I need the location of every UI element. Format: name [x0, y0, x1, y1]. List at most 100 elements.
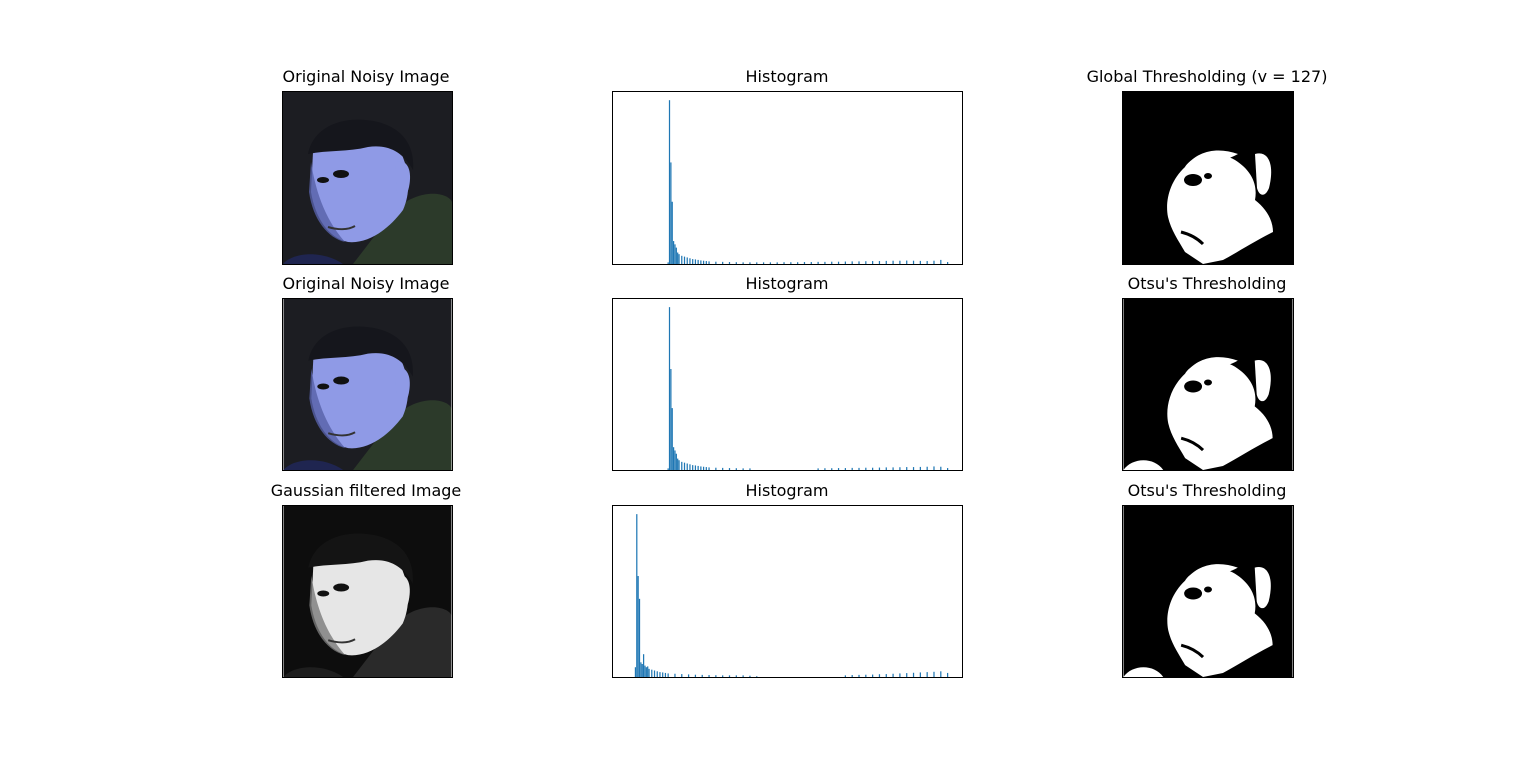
histogram-bar — [933, 261, 934, 264]
histogram-bar — [886, 261, 887, 264]
photo-eye — [333, 584, 349, 592]
histogram-title: Histogram — [746, 68, 829, 86]
threshold-title: Otsu's Thresholding — [1128, 275, 1287, 293]
histogram-bar — [886, 674, 887, 677]
threshold-photo — [1123, 92, 1293, 264]
threshold-photo — [1123, 506, 1293, 677]
threshold-title: Global Thresholding (v = 127) — [1087, 68, 1328, 86]
threshold-eye — [1184, 588, 1202, 600]
photo-eye — [317, 177, 329, 183]
histogram-bar — [729, 468, 730, 470]
histogram-bar — [865, 468, 866, 470]
histogram-bar — [708, 467, 709, 470]
histogram-bar — [879, 261, 880, 264]
histogram-bar — [913, 467, 914, 470]
histogram-bar — [689, 258, 690, 264]
histogram-bar — [831, 262, 832, 264]
histogram-bar — [657, 671, 658, 677]
filtered-photo — [283, 506, 452, 677]
histogram-bar — [845, 675, 846, 677]
noisy-image-panel — [282, 298, 453, 471]
histogram-bar — [933, 672, 934, 677]
histogram-bar — [743, 468, 744, 470]
histogram-bar — [790, 262, 791, 264]
histogram-bar — [783, 262, 784, 264]
histogram-bar — [698, 466, 699, 470]
histogram-bar — [695, 465, 696, 470]
threshold-eye — [1184, 381, 1202, 393]
image-title: Gaussian filtered Image — [271, 482, 462, 500]
histogram-bar — [670, 162, 671, 264]
histogram-bar — [817, 468, 818, 470]
histogram-bar — [817, 262, 818, 264]
histogram-panel — [612, 91, 963, 265]
threshold-eye — [1204, 173, 1212, 179]
histogram-bar — [865, 675, 866, 677]
histogram-bar — [681, 462, 682, 470]
histogram-bar — [736, 262, 737, 264]
histogram-bar — [824, 468, 825, 470]
image-title: Original Noisy Image — [283, 68, 450, 86]
histogram-bar — [940, 467, 941, 470]
histogram-bar — [642, 664, 643, 677]
histogram-bar — [831, 468, 832, 470]
photo-eye — [333, 170, 349, 178]
noisy-photo — [283, 299, 452, 470]
histogram-bar — [703, 261, 704, 264]
histogram-bar — [858, 675, 859, 677]
histogram-bar — [722, 262, 723, 264]
histogram-bar — [927, 261, 928, 264]
histogram-bar — [749, 676, 750, 677]
histogram-bar — [886, 467, 887, 470]
histogram-bar — [763, 262, 764, 264]
histogram-bar — [669, 307, 670, 470]
histogram-bar — [858, 261, 859, 264]
histogram-panel — [612, 298, 963, 471]
histogram-bar — [906, 261, 907, 264]
histogram-bar — [947, 468, 948, 470]
histogram-bar — [706, 467, 707, 470]
histogram-bar — [913, 261, 914, 264]
histogram-bar — [749, 468, 750, 470]
histogram-bar — [672, 408, 673, 470]
histogram-bar — [940, 671, 941, 677]
histogram-bar — [940, 260, 941, 264]
histogram-bar — [879, 468, 880, 470]
histogram-bar — [639, 599, 640, 677]
histogram-bar — [673, 241, 674, 264]
filtered-image-panel — [282, 505, 453, 678]
histogram-bar — [644, 666, 645, 677]
histogram-bar — [770, 262, 771, 264]
noisy-image-panel — [282, 91, 453, 265]
histogram-bar — [689, 464, 690, 470]
histogram-bar — [646, 667, 647, 677]
histogram-bar — [692, 465, 693, 470]
photo-eye — [317, 384, 329, 390]
histogram-plot — [613, 299, 962, 470]
histogram-bar — [872, 675, 873, 677]
histogram-bar — [797, 262, 798, 264]
histogram-bar — [677, 459, 678, 470]
histogram-bar — [640, 662, 641, 677]
histogram-bar — [736, 468, 737, 470]
histogram-bar — [638, 576, 639, 677]
noisy-photo — [283, 92, 452, 264]
histogram-bar — [648, 669, 649, 677]
histogram-bar — [668, 673, 669, 677]
histogram-bar — [879, 674, 880, 677]
histogram-bar — [756, 676, 757, 677]
histogram-bar — [858, 468, 859, 470]
histogram-bar — [872, 468, 873, 470]
histogram-bar — [708, 261, 709, 264]
threshold-image-panel — [1122, 505, 1294, 678]
histogram-bar — [715, 675, 716, 677]
histogram-bar — [749, 262, 750, 264]
histogram-bar — [678, 460, 679, 470]
histogram-bar — [736, 675, 737, 677]
histogram-bar — [756, 262, 757, 264]
histogram-bar — [654, 670, 655, 677]
histogram-bar — [845, 262, 846, 264]
histogram-bar — [899, 261, 900, 264]
histogram-bar — [715, 468, 716, 470]
histogram-bar — [636, 514, 637, 677]
